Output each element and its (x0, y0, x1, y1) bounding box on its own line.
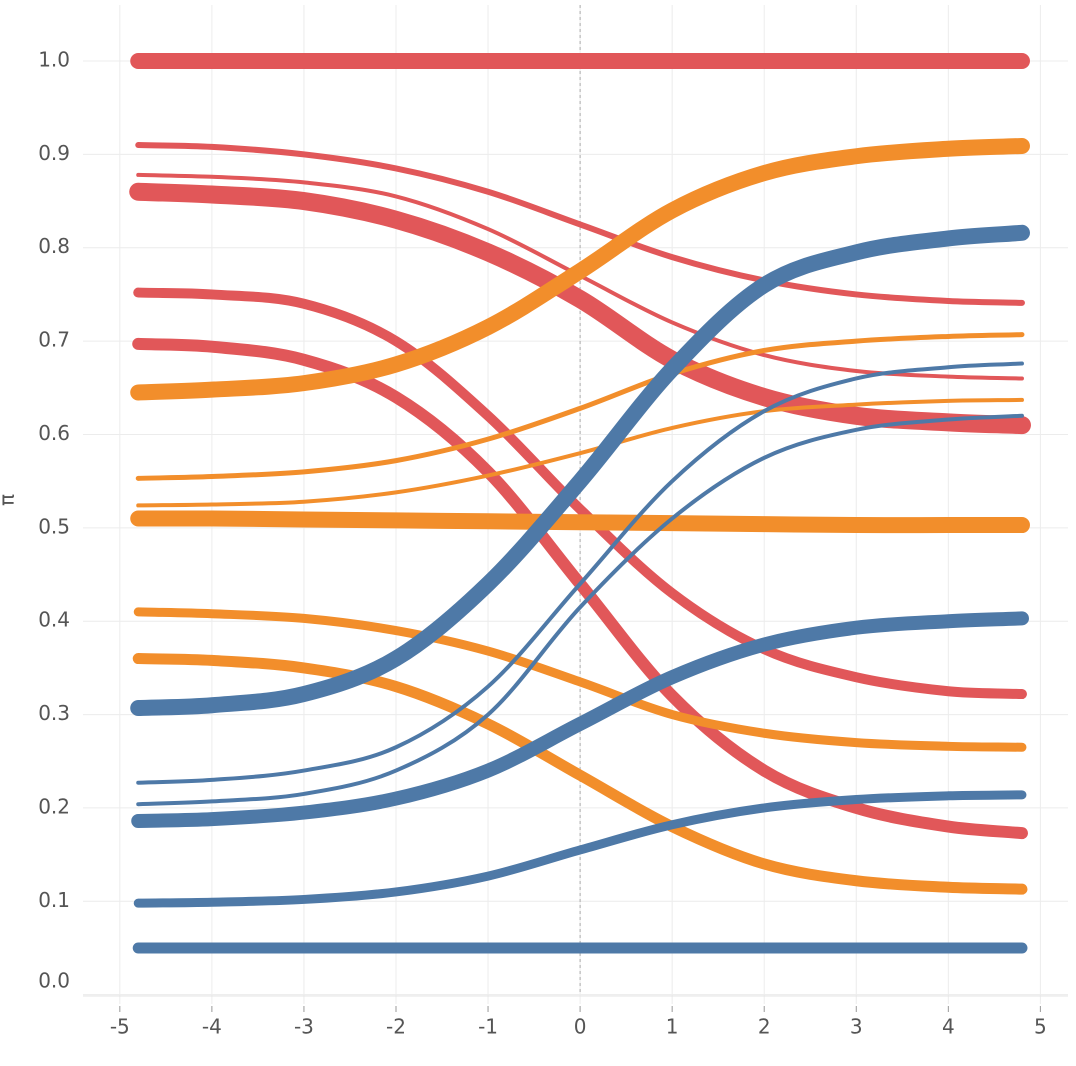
x-tick-label: 2 (758, 1015, 771, 1039)
series-line (131, 611, 1029, 829)
series-line (130, 224, 1030, 717)
y-tick-label: 0.9 (38, 141, 70, 165)
series-line (135, 332, 1025, 481)
y-tick-label: 1.0 (38, 48, 70, 72)
series-line (133, 790, 1027, 908)
y-tick-label: 0.0 (38, 969, 70, 993)
y-tick-label: 0.3 (38, 701, 70, 725)
x-tick-label: -4 (202, 1015, 222, 1039)
y-tick-label: 0.6 (38, 421, 70, 445)
x-tick-label: 3 (850, 1015, 863, 1039)
series-line (129, 182, 1031, 435)
y-axis-label: π (0, 494, 19, 506)
y-tick-label: 0.2 (38, 794, 70, 818)
series-line (132, 653, 1028, 895)
y-tick-label: 0.8 (38, 234, 70, 258)
series-line (135, 142, 1025, 306)
series-line (136, 361, 1024, 785)
y-tick-label: 0.4 (38, 608, 70, 632)
y-tick-label: 0.5 (38, 514, 70, 538)
x-tick-label: 5 (1034, 1015, 1047, 1039)
series-line (130, 510, 1030, 534)
x-tick-label: -3 (294, 1015, 314, 1039)
x-tick-label: -2 (386, 1015, 406, 1039)
y-tick-label: 0.1 (38, 888, 70, 912)
series-line (136, 413, 1024, 807)
x-tick-label: -5 (110, 1015, 130, 1039)
series-line (136, 397, 1024, 508)
series-line (133, 287, 1027, 700)
x-tick-label: -1 (478, 1015, 498, 1039)
y-tick-label: 0.7 (38, 328, 70, 352)
x-tick-label: 0 (574, 1015, 587, 1039)
series-line (130, 137, 1030, 401)
series-line (133, 607, 1027, 752)
x-tick-label: 4 (942, 1015, 955, 1039)
x-tick-label: 1 (666, 1015, 679, 1039)
